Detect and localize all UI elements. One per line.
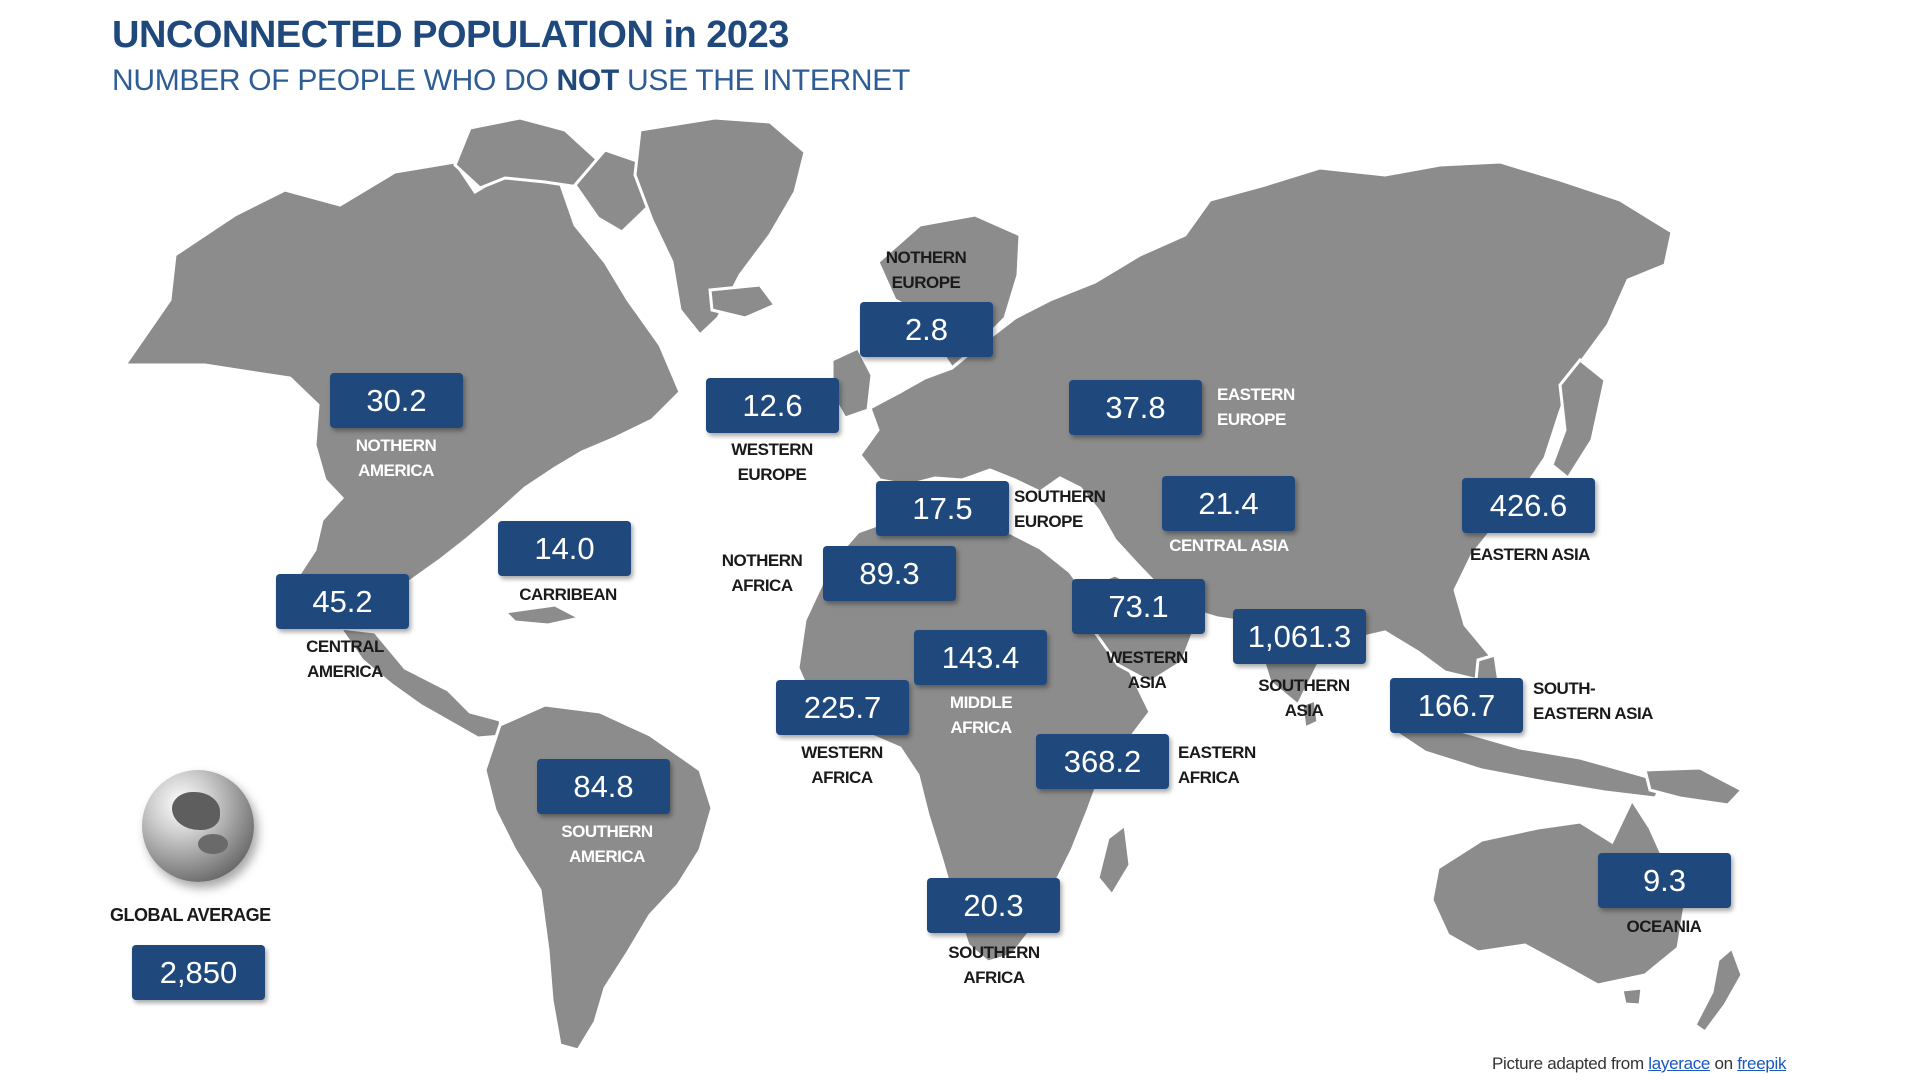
value-box-northern-africa: 89.3 bbox=[823, 546, 956, 601]
subtitle-text-before: NUMBER OF PEOPLE WHO DO bbox=[112, 64, 557, 97]
land-indonesia bbox=[1393, 710, 1668, 800]
value-box-southern-asia: 1,061.3 bbox=[1233, 609, 1366, 664]
credit-middle: on bbox=[1710, 1054, 1738, 1073]
label-western-asia: WESTERN ASIA bbox=[1106, 648, 1188, 692]
value-box-middle-africa: 143.4 bbox=[914, 630, 1047, 685]
label-central-america: CENTRAL AMERICA bbox=[306, 637, 384, 681]
subtitle-text-after: USE THE INTERNET bbox=[618, 64, 911, 97]
land-tasmania bbox=[1620, 986, 1644, 1007]
value-box-oceania: 9.3 bbox=[1598, 853, 1731, 908]
label-south-eastern-asia: SOUTH- EASTERN ASIA bbox=[1533, 679, 1653, 723]
label-caribbean: CARRIBEAN bbox=[519, 585, 617, 604]
land-new-zealand bbox=[1693, 945, 1744, 1035]
value-box-northern-america: 30.2 bbox=[330, 373, 463, 428]
value-box-southern-africa: 20.3 bbox=[927, 878, 1060, 933]
value-box-southern-america: 84.8 bbox=[537, 759, 670, 814]
label-northern-america: NOTHERN AMERICA bbox=[355, 436, 437, 480]
label-oceania: OCEANIA bbox=[1626, 917, 1702, 936]
land-sri-lanka bbox=[1300, 697, 1320, 731]
land-japan bbox=[1550, 357, 1607, 481]
label-western-europe: WESTERN EUROPE bbox=[731, 440, 813, 484]
land-eurasia bbox=[858, 160, 1674, 708]
land-iceland bbox=[708, 283, 778, 320]
land-new-guinea bbox=[1643, 766, 1745, 807]
credit-author-link[interactable]: layerace bbox=[1648, 1054, 1711, 1073]
value-box-southern-europe: 17.5 bbox=[876, 481, 1009, 536]
value-box-northern-europe: 2.8 bbox=[860, 302, 993, 357]
credit-site-link[interactable]: freepik bbox=[1737, 1054, 1787, 1073]
value-box-western-asia: 73.1 bbox=[1072, 579, 1205, 634]
land-south-america bbox=[483, 703, 714, 1052]
map-subtitle: NUMBER OF PEOPLE WHO DO NOT USE THE INTE… bbox=[112, 64, 910, 98]
label-western-africa: WESTERN AFRICA bbox=[801, 743, 883, 787]
label-southern-africa: SOUTHERN AFRICA bbox=[948, 943, 1040, 987]
value-box-eastern-africa: 368.2 bbox=[1036, 734, 1169, 789]
global-average-label: GLOBAL AVERAGE bbox=[110, 905, 271, 925]
label-southern-america: SOUTHERN AMERICA bbox=[561, 822, 653, 866]
value-box-south-eastern-asia: 166.7 bbox=[1390, 678, 1523, 733]
label-eastern-africa: EASTERN AFRICA bbox=[1178, 743, 1256, 787]
value-box-western-africa: 225.7 bbox=[776, 680, 909, 735]
label-middle-africa: MIDDLE AFRICA bbox=[949, 693, 1013, 737]
label-eastern-asia: EASTERN ASIA bbox=[1470, 545, 1590, 564]
image-credit: Picture adapted from layerace on freepik bbox=[1492, 1054, 1786, 1074]
map-title: UNCONNECTED POPULATION in 2023 bbox=[112, 14, 789, 56]
label-eastern-europe: EASTERN EUROPE bbox=[1217, 385, 1295, 429]
land-arctic-islands bbox=[453, 116, 602, 190]
value-box-central-asia: 21.4 bbox=[1162, 476, 1295, 531]
global-average-value-box: 2,850 bbox=[132, 945, 265, 1000]
subtitle-emphasis: NOT bbox=[556, 64, 620, 97]
label-southern-asia: SOUTHERN ASIA bbox=[1258, 676, 1350, 720]
land-caribbean bbox=[501, 603, 585, 627]
label-southern-europe: SOUTHERN EUROPE bbox=[1014, 487, 1106, 531]
land-australia bbox=[1430, 796, 1687, 987]
label-central-asia: CENTRAL ASIA bbox=[1169, 536, 1289, 555]
label-northern-africa: NOTHERN AFRICA bbox=[721, 551, 803, 595]
credit-prefix: Picture adapted from bbox=[1492, 1054, 1649, 1073]
value-box-central-america: 45.2 bbox=[276, 574, 409, 629]
value-box-western-europe: 12.6 bbox=[706, 378, 839, 433]
label-northern-europe: NOTHERN EUROPE bbox=[885, 248, 967, 292]
land-madagascar bbox=[1096, 822, 1132, 898]
globe-icon bbox=[142, 770, 254, 882]
value-box-eastern-europe: 37.8 bbox=[1069, 380, 1202, 435]
value-box-caribbean: 14.0 bbox=[498, 521, 631, 576]
value-box-eastern-asia: 426.6 bbox=[1462, 478, 1595, 533]
